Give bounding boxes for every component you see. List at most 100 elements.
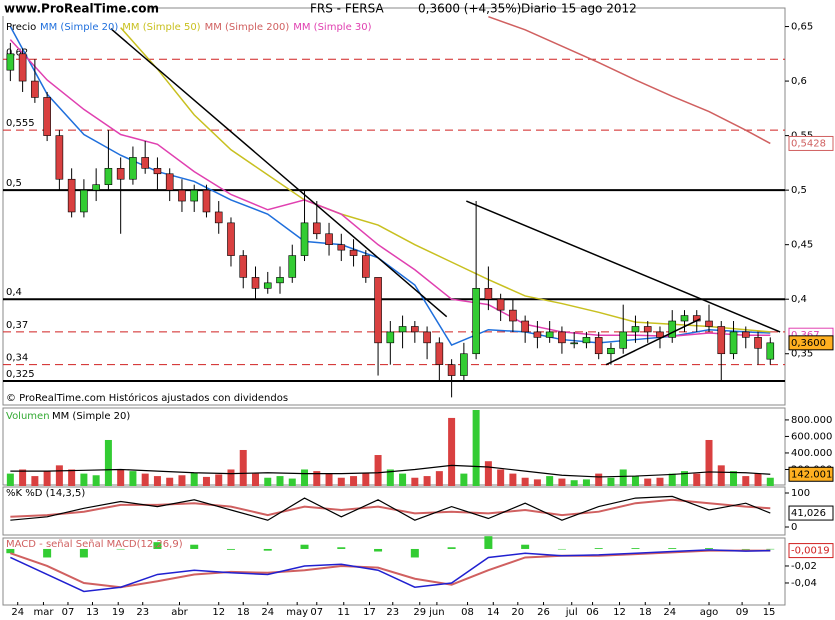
candle-body [705, 320, 713, 327]
x-tick-label: 07 [62, 607, 75, 618]
x-tick-label: jul [565, 607, 578, 618]
volume-bar [399, 473, 407, 486]
x-tick-label: 24 [11, 607, 24, 618]
volume-bar [607, 477, 615, 486]
volume-bar [484, 461, 492, 486]
candle-body [80, 189, 88, 213]
x-tick-label: 11 [337, 607, 350, 618]
volume-bar [178, 475, 186, 486]
volume-bar [570, 480, 578, 486]
volume-bar [693, 473, 701, 486]
volume-bar [533, 479, 541, 486]
volume-bar [680, 471, 688, 486]
price-label: Precio [6, 22, 36, 33]
volume-bar [582, 479, 590, 486]
candle-body [288, 255, 297, 278]
y-tick-label: 800.000 [791, 415, 832, 426]
volume-bar [631, 476, 639, 486]
macd-bar [668, 548, 677, 549]
macd-bar [484, 536, 493, 549]
macd-bar [337, 547, 346, 549]
macd-bar [190, 544, 199, 549]
level-label: 0,62 [6, 47, 28, 58]
candle-body [533, 331, 542, 338]
candle-body [570, 342, 578, 345]
candle-body [337, 244, 346, 251]
volume-bar [104, 439, 112, 486]
last-value-box [788, 335, 834, 351]
y-tick-label: 0,65 [791, 22, 813, 33]
level-label: 0,34 [6, 353, 28, 364]
macd-bar [557, 548, 566, 550]
macd-title: MACD - señal Señal MACD(12,26,9) [6, 539, 183, 550]
volume-bar [742, 476, 750, 486]
volume-bar [153, 476, 161, 486]
candle-body [411, 326, 419, 333]
x-tick-label: jun [428, 607, 444, 618]
volume-bar [227, 469, 235, 486]
volume-bar [325, 473, 333, 486]
x-tick-label: 19 [112, 607, 125, 618]
y-tick-label: -0,04 [791, 578, 817, 589]
x-tick-label: 17 [363, 607, 376, 618]
volume-bar [313, 471, 321, 486]
y-tick-label: 100 [791, 488, 810, 499]
volume-bar [301, 469, 309, 486]
stochastic-title: %K %D (14,3,5) [6, 488, 85, 499]
macd-bar [374, 548, 383, 552]
candle-body [717, 326, 726, 355]
last-value-box [788, 543, 834, 559]
macd-bar [705, 548, 714, 549]
macd-bar [594, 548, 603, 549]
volume-bar [80, 473, 88, 486]
candle-body [349, 249, 358, 256]
x-tick-label: 26 [537, 607, 550, 618]
volume-bar [386, 469, 394, 486]
volume-bar [276, 476, 284, 486]
x-tick-label: ago [700, 607, 719, 618]
plot: 0,620,5550,50,40,370,340,3250,650,60,550… [3, 16, 834, 618]
candle-body [116, 168, 125, 180]
volume-bar [423, 476, 431, 486]
y-tick-label: -0,02 [791, 561, 817, 572]
volume-bar [6, 473, 14, 486]
candle-body [619, 331, 628, 349]
last-value-label: 0,3600 [791, 338, 826, 349]
volume-bar [166, 477, 174, 486]
candle-body [374, 277, 382, 344]
volume-bar [497, 469, 505, 486]
last-value-box [788, 466, 834, 482]
level-label: 0,5 [6, 178, 22, 189]
x-tick-label: 15 [763, 607, 776, 618]
candle-body [263, 282, 272, 289]
candle-body [386, 331, 395, 344]
candle-body [496, 298, 505, 311]
x-tick-label: abr [171, 607, 188, 618]
logo-box [0, 0, 150, 16]
x-tick-label: 20 [511, 607, 524, 618]
candle-body [31, 80, 39, 98]
y-tick-label: 0,35 [791, 349, 813, 360]
volume-bar [215, 474, 223, 486]
y-tick-label: 0,45 [791, 240, 813, 251]
x-tick-label: 18 [639, 607, 652, 618]
last-price: 0,3600 (+4,35%) [418, 2, 521, 16]
last-value-label: 142.001 [791, 469, 832, 480]
macd-bar [6, 548, 15, 554]
volume-ma-name: MM (Simple 20) [52, 411, 130, 422]
candle-body [6, 53, 15, 71]
candle-body [55, 135, 64, 180]
level-label: 0,325 [6, 369, 35, 380]
x-tick-label: 09 [736, 607, 749, 618]
macd-bar [631, 548, 640, 549]
macd-bar [153, 542, 162, 549]
x-tick-label: 12 [613, 607, 626, 618]
level-label: 0,37 [6, 320, 28, 331]
volume-bar [435, 471, 443, 486]
x-tick-label: 12 [212, 607, 225, 618]
candle-body [325, 233, 333, 245]
legend-entry: MM (Simple 200) [205, 22, 290, 33]
volume-bar [288, 478, 296, 486]
volume-bar [766, 477, 774, 486]
volume-bar [644, 478, 652, 486]
